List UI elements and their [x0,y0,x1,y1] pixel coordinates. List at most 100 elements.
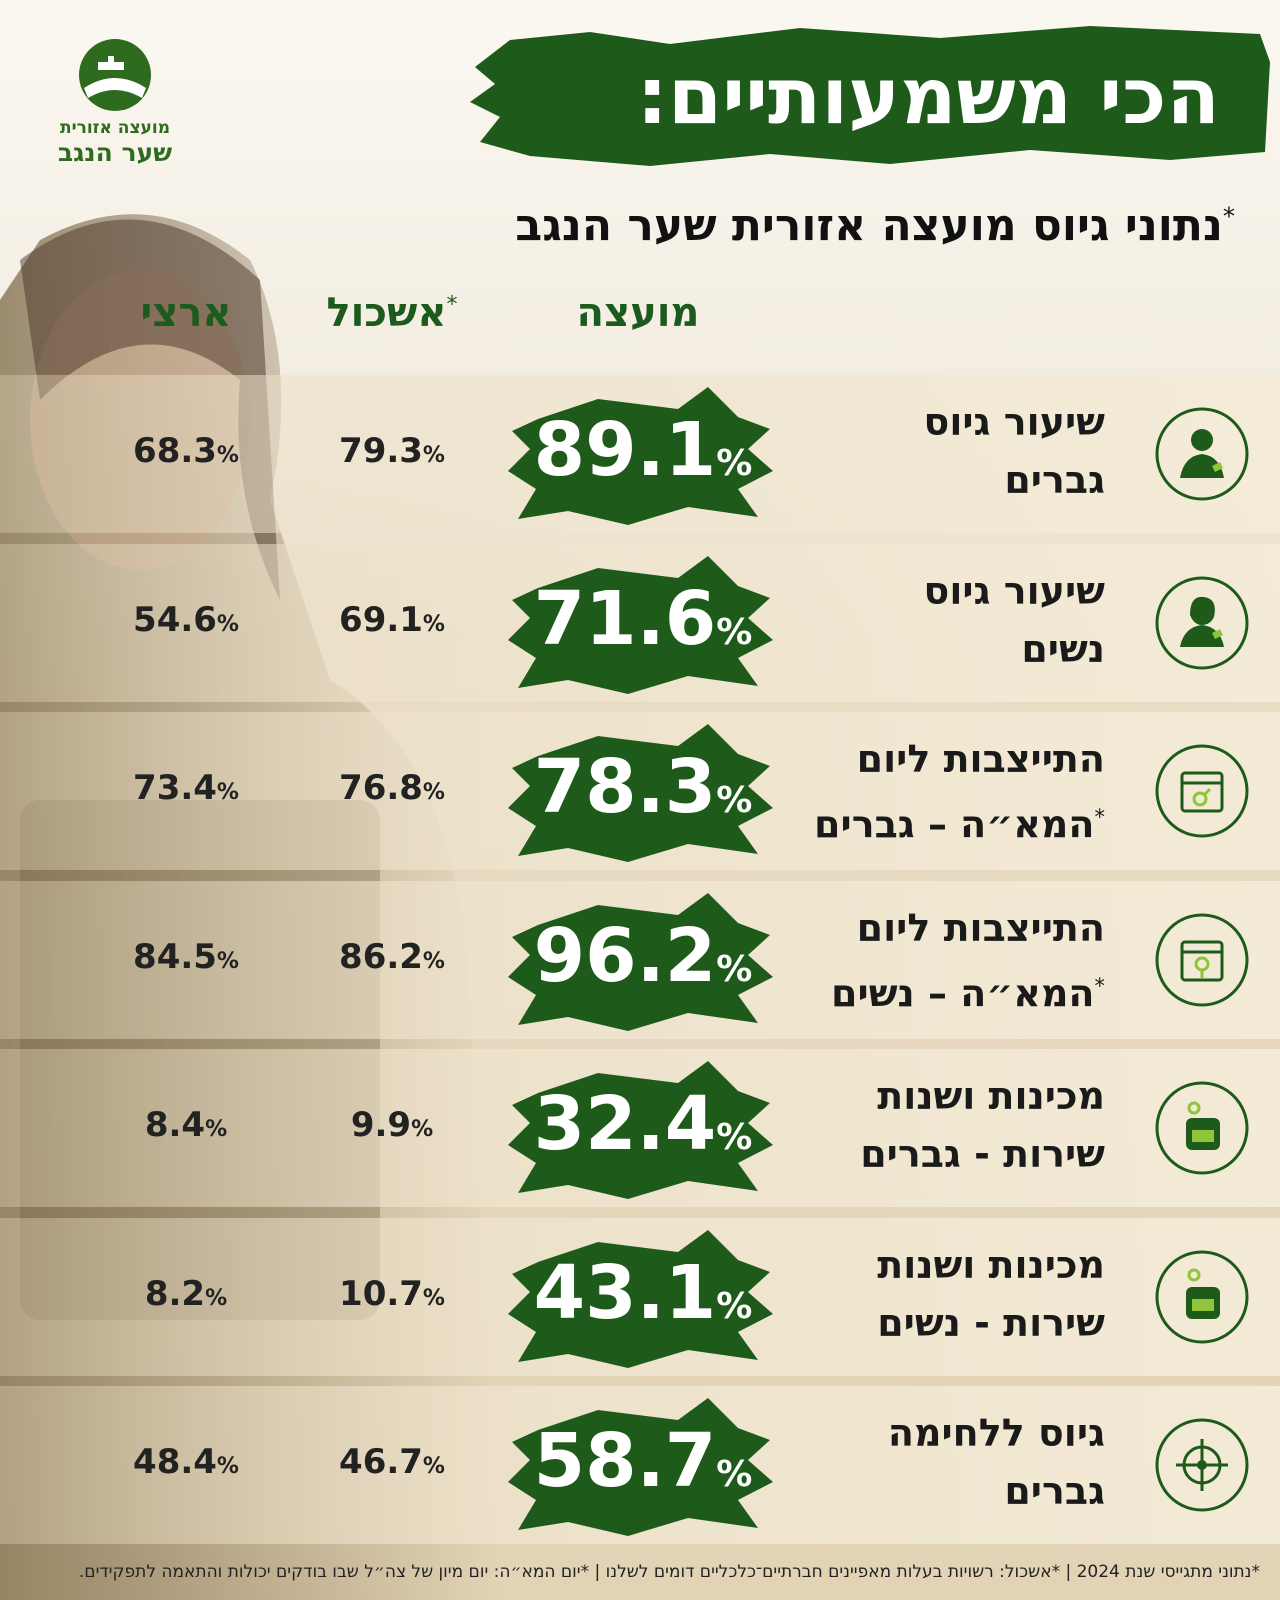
row-icon [1155,1250,1249,1343]
unit: % [216,1454,239,1479]
value-text: 54.6 [133,599,217,640]
national-value: 68.3% [86,431,286,471]
unit: % [716,443,753,484]
row-icon [1155,744,1249,838]
row-label-line2: נשים [775,620,1105,678]
logo-line1: מועצה אזורית [59,118,171,138]
value-text: 48.4 [133,1442,217,1482]
unit: % [216,948,239,974]
national-value: 73.4% [86,768,286,808]
brush-shape [508,1229,773,1368]
subtitle-text: נתוני גיוס מועצה אזורית שער הנגב [515,200,1223,251]
brush-shape [508,555,773,694]
row-label-line2-text: גברים [1004,458,1105,502]
value-text: 69.1 [339,599,423,640]
column-header: ארצי [140,290,232,336]
unit: % [716,948,753,990]
row-label-line2: שירות - גברים [775,1125,1105,1183]
row: שיעור גיוס נשים 71.6% 69.1% 54.6% [0,543,1280,702]
unit: % [422,443,445,468]
row: גיוס ללחימה גברים 58.7% 46.7% 48.4% [0,1386,1280,1544]
logo-mark [79,39,151,111]
column-header-text: אשכול [326,290,447,336]
footnote-marker: * [1094,973,1105,998]
unit: % [716,611,753,653]
row-label-line1: שיעור גיוס [923,568,1105,613]
row-label-line2-text: גברים [1004,1469,1105,1513]
council-value: 58.7% [508,1418,778,1504]
council-value: 32.4% [508,1081,778,1167]
row-label-line2: *המא״ה – נשים [775,957,1105,1023]
value-brush [508,1061,773,1199]
footer: *נתוני מתגייסי שנת 2024 | *אשכול: רשויות… [78,1562,1260,1582]
value-text: 46.7 [339,1442,423,1482]
column-header: מועצה [576,290,700,336]
row-label-line2-text: המא״ה – גברים [814,802,1095,847]
cluster-value: 46.7% [292,1442,492,1482]
row-label-line1: שיעור גיוס [923,400,1105,444]
brush-shape [508,1061,773,1199]
cluster-value: 10.7% [292,1274,492,1314]
value-text: 84.5 [133,936,217,977]
column-header: *אשכול [262,290,522,336]
unit: % [422,780,445,805]
unit: % [411,1117,434,1142]
value-brush [508,724,773,862]
row-label-line1: מכינות ושנות [877,1074,1105,1118]
value-brush [508,892,773,1031]
value-text: 96.2 [533,912,717,999]
council-value: 89.1% [508,407,778,493]
row-label-line2-text: המא״ה – נשים [831,971,1095,1016]
row: שיעור גיוס גברים 89.1% 79.3% 68.3% [0,375,1280,533]
unit: % [422,948,445,974]
row-label: מכינות ושנות שירות - נשים [775,1236,1105,1352]
unit: % [422,1454,445,1479]
value-text: 32.4 [533,1081,717,1167]
unit: % [422,611,445,637]
value-text: 8.4 [144,1105,206,1145]
national-value: 84.5% [86,937,286,977]
national-value: 8.2% [86,1274,286,1314]
row-label: התייצבות ליום *המא״ה – נשים [775,899,1105,1023]
subtitle: *נתוני גיוס מועצה אזורית שער הנגב [515,200,1235,251]
row: מכינות ושנות שירות - גברים 32.4% 9.9% 8.4% [0,1049,1280,1207]
unit: % [716,1454,753,1495]
title-banner [470,26,1270,166]
row: התייצבות ליום *המא״ה – גברים 78.3% 76.8% 73.… [0,712,1280,870]
council-value: 43.1% [508,1250,778,1336]
unit: % [716,1117,753,1158]
unit: % [205,1285,228,1311]
value-text: 58.7 [533,1418,717,1504]
unit: % [716,1285,753,1327]
unit: % [716,780,753,821]
brush-shape [508,724,773,862]
row-label: שיעור גיוס נשים [775,562,1105,678]
national-value: 48.4% [86,1442,286,1482]
national-value: 54.6% [86,600,286,640]
row-icon [1155,913,1249,1006]
value-brush [508,1398,773,1536]
value-text: 78.3 [533,744,717,830]
council-value: 71.6% [508,576,778,662]
brush-shape [508,1398,773,1536]
unit: % [205,1117,228,1142]
cluster-value: 9.9% [292,1105,492,1145]
value-text: 68.3 [133,431,217,471]
row-label-line2: גברים [775,451,1105,509]
value-text: 10.7 [339,1273,423,1314]
cluster-value: 86.2% [292,937,492,977]
council-value: 78.3% [508,744,778,830]
row-label-line1: התייצבות ליום [856,905,1105,950]
row-label-line1: התייצבות ליום [856,737,1105,781]
row: התייצבות ליום *המא״ה – נשים 96.2% 86.2% 84.5… [0,880,1280,1039]
national-value: 8.4% [86,1105,286,1145]
row-label-line2: *המא״ה – גברים [775,788,1105,854]
unit: % [216,443,239,468]
value-text: 71.6 [533,575,717,662]
value-brush [508,555,773,694]
row-label-line1: מכינות ושנות [877,1242,1105,1287]
row: מכינות ושנות שירות - נשים 43.1% 10.7% 8.2% [0,1217,1280,1376]
value-text: 86.2 [339,936,423,977]
council-value: 96.2% [508,913,778,999]
cluster-value: 69.1% [292,600,492,640]
